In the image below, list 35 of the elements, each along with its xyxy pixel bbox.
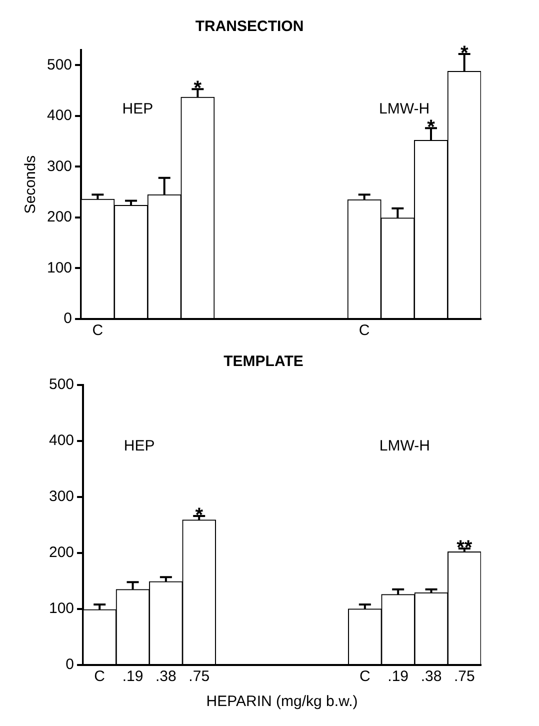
x-tick-label: .19 bbox=[122, 668, 144, 686]
x-tick-label: .75 bbox=[454, 668, 475, 686]
y-tick-label: 0 bbox=[66, 656, 74, 674]
y-tick-label: 400 bbox=[48, 432, 74, 450]
data-label: ** bbox=[456, 537, 472, 560]
y-axis-title: Seconds bbox=[22, 155, 40, 214]
data-label: * bbox=[194, 78, 202, 100]
y-tick-label: 500 bbox=[46, 56, 72, 74]
annotation: LMW-H bbox=[379, 100, 430, 118]
y-tick-label: 100 bbox=[46, 259, 72, 276]
x-axis-title: HEPARIN (mg/kg b.w.) bbox=[206, 693, 358, 710]
x-tick-label: C bbox=[92, 322, 104, 340]
x-tick-label: C bbox=[360, 668, 371, 686]
y-tick-label: 200 bbox=[46, 208, 72, 226]
y-tick-label: 500 bbox=[48, 376, 74, 394]
y-tick-label: 300 bbox=[48, 488, 74, 506]
data-label: * bbox=[195, 504, 204, 527]
x-tick-label: C bbox=[358, 322, 370, 340]
x-tick-label: .75 bbox=[188, 668, 210, 686]
chart-title: TRANSECTION bbox=[195, 18, 304, 36]
y-tick-label: 100 bbox=[48, 600, 74, 618]
x-tick-label: .38 bbox=[156, 668, 176, 686]
chart-title: TEMPLATE bbox=[224, 353, 304, 370]
y-tick-label: 300 bbox=[46, 158, 72, 175]
annotation: LMW-H bbox=[379, 438, 430, 455]
annotation: HEP bbox=[122, 100, 154, 118]
y-tick-label: 0 bbox=[64, 310, 72, 328]
data-label: * bbox=[460, 42, 468, 65]
x-tick-label: .38 bbox=[420, 668, 442, 686]
annotation: HEP bbox=[124, 438, 155, 455]
x-tick-label: C bbox=[94, 668, 106, 686]
data-label: * bbox=[427, 116, 436, 139]
y-tick-label: 200 bbox=[48, 544, 74, 562]
x-tick-label: .19 bbox=[388, 668, 409, 686]
y-tick-label: 400 bbox=[46, 107, 72, 124]
